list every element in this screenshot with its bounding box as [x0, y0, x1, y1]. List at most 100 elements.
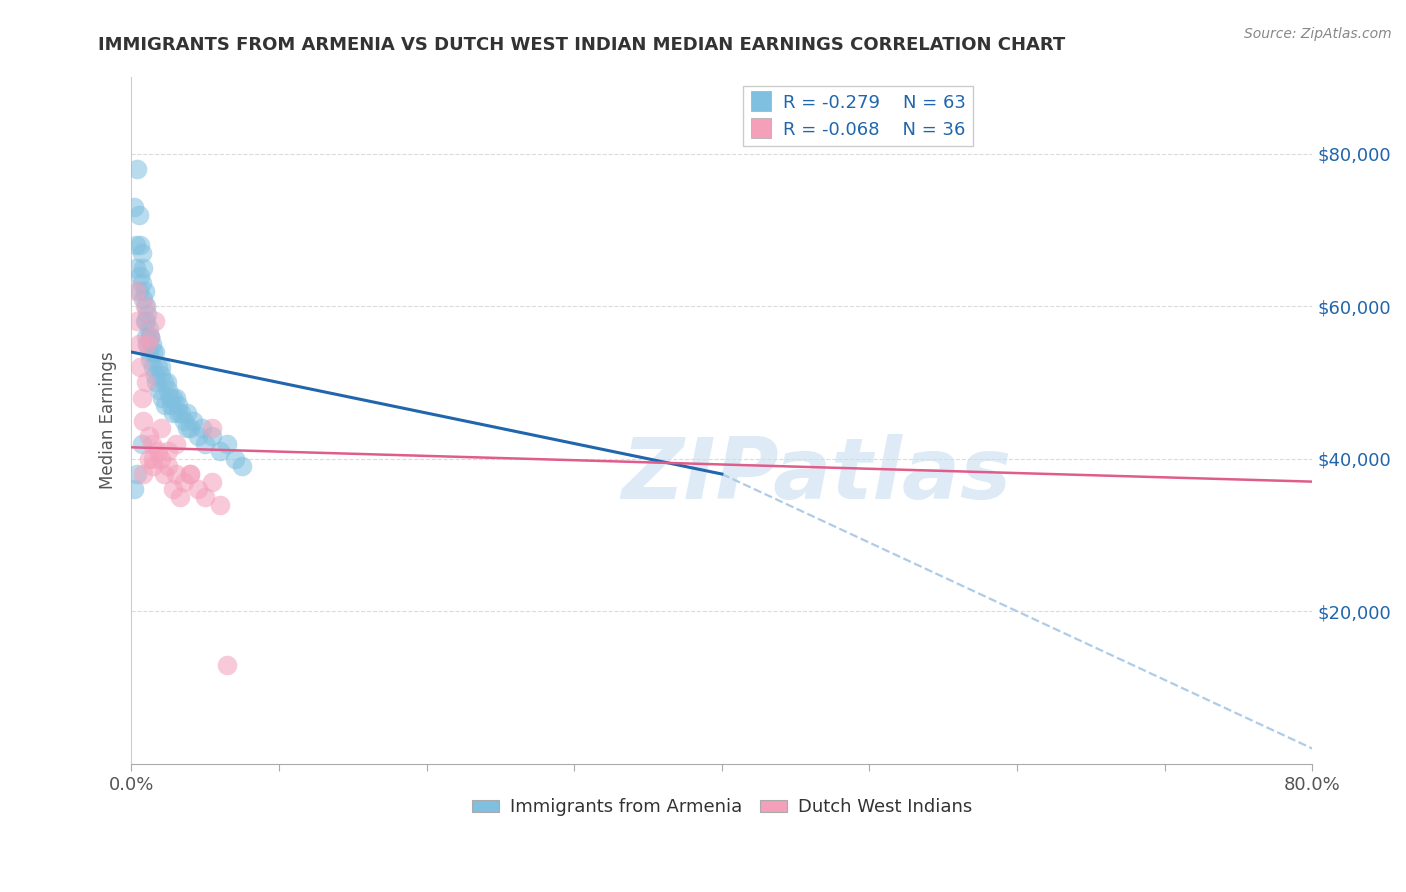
Point	[128, 337, 150, 351]
Point	[142, 451, 165, 466]
Point	[194, 490, 217, 504]
Y-axis label: Median Earnings: Median Earnings	[100, 351, 117, 490]
Point	[159, 391, 181, 405]
Point	[135, 330, 157, 344]
Point	[152, 376, 174, 390]
Point	[131, 277, 153, 291]
Point	[138, 451, 160, 466]
Point	[129, 238, 152, 252]
Point	[162, 483, 184, 497]
Point	[136, 337, 159, 351]
Point	[136, 307, 159, 321]
Point	[139, 330, 162, 344]
Point	[208, 498, 231, 512]
Point	[143, 314, 166, 328]
Point	[173, 475, 195, 489]
Point	[187, 483, 209, 497]
Point	[131, 245, 153, 260]
Text: ZIPatlas: ZIPatlas	[621, 434, 1011, 517]
Point	[139, 330, 162, 344]
Point	[141, 436, 163, 450]
Point	[142, 345, 165, 359]
Point	[170, 406, 193, 420]
Point	[138, 429, 160, 443]
Point	[149, 451, 172, 466]
Point	[181, 414, 204, 428]
Point	[131, 436, 153, 450]
Point	[127, 161, 149, 176]
Point	[129, 268, 152, 283]
Point	[149, 360, 172, 375]
Point	[162, 391, 184, 405]
Point	[124, 261, 146, 276]
Point	[135, 376, 157, 390]
Point	[201, 475, 224, 489]
Point	[179, 421, 201, 435]
Point	[149, 421, 172, 435]
Point	[165, 467, 187, 481]
Point	[138, 345, 160, 359]
Point	[201, 429, 224, 443]
Point	[217, 657, 239, 672]
Point	[155, 398, 177, 412]
Point	[142, 459, 165, 474]
Point	[146, 360, 169, 375]
Point	[217, 436, 239, 450]
Point	[128, 208, 150, 222]
Point	[173, 414, 195, 428]
Text: IMMIGRANTS FROM ARMENIA VS DUTCH WEST INDIAN MEDIAN EARNINGS CORRELATION CHART: IMMIGRANTS FROM ARMENIA VS DUTCH WEST IN…	[98, 36, 1066, 54]
Point	[127, 314, 149, 328]
Point	[124, 284, 146, 298]
Point	[157, 383, 180, 397]
Point	[142, 360, 165, 375]
Point	[191, 421, 214, 435]
Point	[134, 284, 156, 298]
Point	[135, 314, 157, 328]
Point	[127, 467, 149, 481]
Point	[139, 330, 162, 344]
Point	[131, 391, 153, 405]
Point	[128, 284, 150, 298]
Point	[169, 490, 191, 504]
Point	[156, 376, 179, 390]
Point	[152, 467, 174, 481]
Point	[138, 322, 160, 336]
Point	[179, 467, 201, 481]
Point	[162, 406, 184, 420]
Point	[160, 398, 183, 412]
Point	[124, 238, 146, 252]
Point	[135, 299, 157, 313]
Point	[167, 398, 190, 412]
Point	[132, 261, 155, 276]
Point	[176, 406, 198, 420]
Point	[148, 383, 170, 397]
Point	[165, 391, 187, 405]
Point	[145, 376, 167, 390]
Point	[157, 459, 180, 474]
Point	[146, 444, 169, 458]
Point	[231, 459, 253, 474]
Point	[139, 352, 162, 367]
Point	[165, 436, 187, 450]
Point	[179, 467, 201, 481]
Point	[176, 421, 198, 435]
Legend: Immigrants from Armenia, Dutch West Indians: Immigrants from Armenia, Dutch West Indi…	[464, 791, 979, 823]
Point	[143, 345, 166, 359]
Point	[150, 391, 173, 405]
Point	[129, 360, 152, 375]
Point	[132, 467, 155, 481]
Point	[122, 483, 145, 497]
Point	[141, 337, 163, 351]
Point	[201, 421, 224, 435]
Point	[194, 436, 217, 450]
Point	[132, 414, 155, 428]
Point	[157, 444, 180, 458]
Point	[187, 429, 209, 443]
Point	[143, 368, 166, 382]
Text: Source: ZipAtlas.com: Source: ZipAtlas.com	[1244, 27, 1392, 41]
Point	[122, 200, 145, 214]
Point	[134, 314, 156, 328]
Point	[167, 406, 190, 420]
Point	[208, 444, 231, 458]
Point	[136, 337, 159, 351]
